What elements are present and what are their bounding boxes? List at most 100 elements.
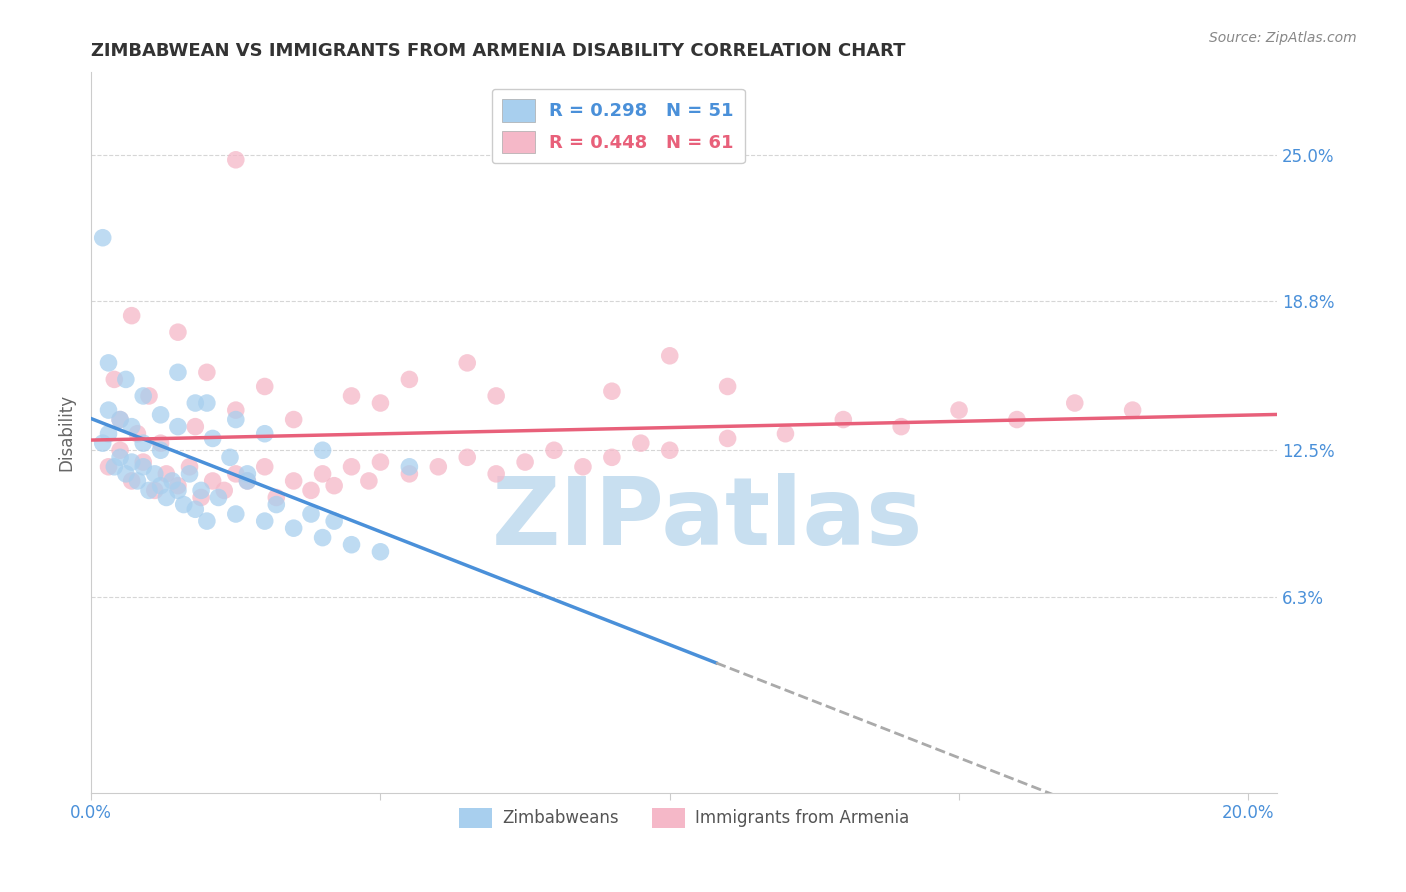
Point: [173, 498, 195, 512]
Point: [91, 231, 114, 245]
Point: [115, 467, 138, 481]
Text: ZIMBABWEAN VS IMMIGRANTS FROM ARMENIA DISABILITY CORRELATION CHART: ZIMBABWEAN VS IMMIGRANTS FROM ARMENIA DI…: [91, 42, 905, 60]
Point: [572, 459, 595, 474]
Point: [115, 372, 138, 386]
Point: [456, 450, 478, 465]
Point: [121, 474, 143, 488]
Point: [832, 412, 855, 426]
Point: [357, 474, 380, 488]
Point: [225, 403, 247, 417]
Point: [195, 514, 218, 528]
Point: [108, 443, 131, 458]
Point: [127, 474, 149, 488]
Point: [253, 426, 276, 441]
Point: [253, 514, 276, 528]
Point: [485, 389, 508, 403]
Point: [121, 419, 143, 434]
Point: [132, 455, 155, 469]
Point: [155, 467, 177, 481]
Point: [948, 403, 970, 417]
Point: [149, 443, 172, 458]
Point: [138, 389, 160, 403]
Point: [138, 483, 160, 498]
Point: [340, 538, 363, 552]
Point: [184, 396, 207, 410]
Point: [513, 455, 536, 469]
Point: [236, 474, 259, 488]
Point: [167, 478, 190, 492]
Point: [398, 459, 420, 474]
Point: [236, 467, 259, 481]
Point: [201, 474, 224, 488]
Point: [717, 432, 740, 446]
Point: [190, 491, 212, 505]
Point: [127, 426, 149, 441]
Point: [103, 372, 125, 386]
Point: [600, 450, 623, 465]
Point: [195, 365, 218, 379]
Point: [184, 419, 207, 434]
Point: [266, 498, 288, 512]
Point: [1005, 412, 1028, 426]
Point: [266, 491, 288, 505]
Point: [97, 356, 120, 370]
Text: ZIPatlas: ZIPatlas: [492, 473, 924, 565]
Point: [121, 309, 143, 323]
Point: [167, 325, 190, 339]
Point: [299, 507, 322, 521]
Point: [370, 545, 392, 559]
Point: [212, 483, 235, 498]
Point: [132, 459, 155, 474]
Point: [121, 455, 143, 469]
Point: [340, 389, 363, 403]
Point: [658, 443, 681, 458]
Point: [201, 432, 224, 446]
Point: [108, 450, 131, 465]
Point: [543, 443, 565, 458]
Point: [283, 474, 305, 488]
Y-axis label: Disability: Disability: [58, 394, 75, 471]
Point: [143, 483, 166, 498]
Point: [155, 491, 177, 505]
Point: [717, 379, 740, 393]
Point: [890, 419, 912, 434]
Point: [219, 450, 242, 465]
Point: [97, 459, 120, 474]
Point: [225, 507, 247, 521]
Point: [1063, 396, 1085, 410]
Point: [323, 478, 346, 492]
Point: [311, 531, 333, 545]
Point: [283, 521, 305, 535]
Text: Source: ZipAtlas.com: Source: ZipAtlas.com: [1209, 31, 1357, 45]
Point: [236, 474, 259, 488]
Point: [225, 412, 247, 426]
Point: [167, 419, 190, 434]
Point: [160, 474, 183, 488]
Point: [253, 459, 276, 474]
Point: [340, 459, 363, 474]
Point: [108, 412, 131, 426]
Point: [370, 455, 392, 469]
Point: [91, 436, 114, 450]
Point: [311, 443, 333, 458]
Point: [97, 403, 120, 417]
Point: [108, 412, 131, 426]
Point: [225, 153, 247, 167]
Point: [179, 467, 201, 481]
Point: [167, 483, 190, 498]
Point: [1122, 403, 1144, 417]
Point: [225, 467, 247, 481]
Point: [149, 436, 172, 450]
Point: [283, 412, 305, 426]
Point: [195, 396, 218, 410]
Point: [630, 436, 652, 450]
Point: [97, 426, 120, 441]
Point: [179, 459, 201, 474]
Point: [132, 389, 155, 403]
Point: [143, 467, 166, 481]
Point: [299, 483, 322, 498]
Point: [167, 365, 190, 379]
Point: [600, 384, 623, 399]
Point: [132, 436, 155, 450]
Point: [207, 491, 229, 505]
